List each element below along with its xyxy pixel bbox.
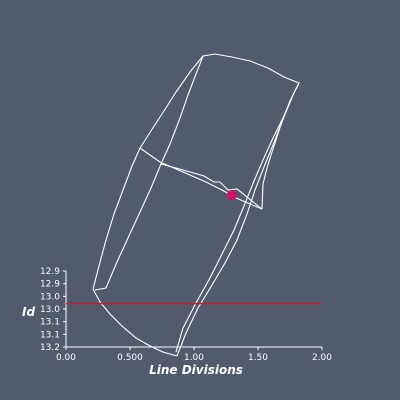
probe-marker-dot[interactable] <box>227 190 237 200</box>
wireframe-inner-left-edge <box>94 55 204 291</box>
wireframe-bottom-face <box>92 288 178 357</box>
y-tick-label: 13.0 <box>40 292 60 302</box>
y-tick-label: 12.9 <box>40 280 60 290</box>
wireframe-top-face <box>202 53 300 210</box>
y-tick-label: 12.9 <box>40 267 60 277</box>
x-axis-title: Line Divisions <box>149 363 243 377</box>
wireframe-front-right-edge <box>176 82 300 357</box>
wireframe-inner-right-edge <box>175 94 294 353</box>
y-tick-label: 13.0 <box>40 305 60 315</box>
y-tick-label: 13.1 <box>40 318 60 328</box>
probe-marker[interactable] <box>227 190 237 200</box>
x-tick-label: 1.00 <box>184 353 204 363</box>
y-tick-label: 13.2 <box>40 343 60 353</box>
wireframe-left-edge <box>92 55 204 290</box>
x-tick-label: 0.00 <box>56 353 76 363</box>
wireframe-middle-section-upper <box>160 163 263 210</box>
wireframe-middle-section <box>139 147 263 210</box>
line-plot: 12.9 12.9 13.0 13.0 13.1 13.1 13.2 0.00 0.500 1.… <box>22 267 332 377</box>
x-tick-label: 1.50 <box>248 353 268 363</box>
wireframe-model <box>92 53 300 357</box>
x-tick-marks: 0.00 0.500 1.00 1.50 2.00 <box>56 347 332 363</box>
x-tick-label: 0.500 <box>117 353 143 363</box>
y-tick-label: 13.1 <box>40 330 60 340</box>
y-axis-title: Id <box>22 305 35 319</box>
x-tick-label: 2.00 <box>312 353 332 363</box>
y-tick-marks: 12.9 12.9 13.0 13.0 13.1 13.1 13.2 <box>40 267 66 353</box>
